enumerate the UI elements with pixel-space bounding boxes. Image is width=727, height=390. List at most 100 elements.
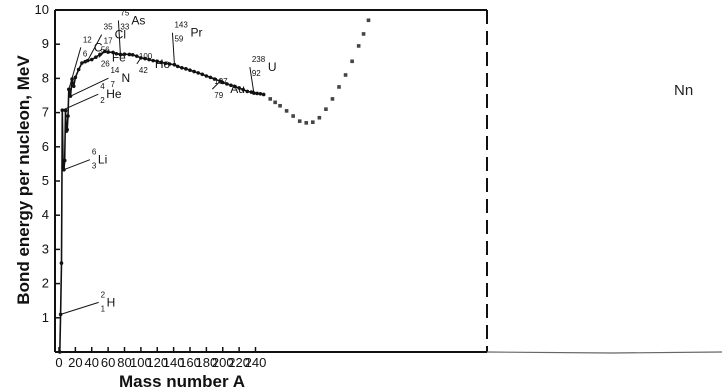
data-point	[175, 64, 180, 69]
baseline-extension	[486, 351, 613, 354]
extension-point	[330, 97, 335, 101]
x-tick-label: 180	[196, 355, 218, 370]
x-tick-label: 80	[117, 355, 131, 370]
isotope-mass-fe: 56	[101, 45, 110, 54]
data-point	[147, 57, 151, 62]
annotation-leader	[68, 47, 82, 90]
extension-point	[284, 109, 289, 113]
y-tick-label: 9	[42, 36, 49, 51]
isotope-symbol-he: He	[106, 87, 122, 101]
y-axis-ticks: 1 2 3 4 5 6 7 8 9 10	[35, 2, 60, 325]
annotation-leader	[117, 20, 121, 55]
extension-point	[278, 103, 282, 108]
isotope-symbol-cl: Cl	[115, 28, 126, 42]
data-point	[180, 65, 184, 70]
extension-point	[311, 120, 315, 124]
isotope-z-au: 79	[214, 91, 223, 100]
data-point	[245, 89, 250, 94]
data-point	[58, 350, 62, 354]
y-tick-label: 8	[42, 70, 49, 85]
y-tick-label: 10	[35, 2, 49, 17]
isotope-mass-u: 238	[252, 55, 266, 64]
isotope-mass-he: 4	[100, 82, 105, 91]
x-tick-label: 20	[68, 355, 82, 370]
extension-layer	[268, 18, 371, 125]
data-point	[159, 60, 164, 65]
series-layer	[58, 49, 266, 354]
extension-point	[350, 59, 354, 64]
data-point	[196, 71, 200, 75]
extension-point	[361, 32, 366, 36]
isotope-z-n: 7	[110, 80, 115, 89]
isotope-z-cl: 17	[104, 37, 113, 46]
isotope-mass-c: 12	[83, 35, 92, 44]
x-tick-label: 120	[146, 355, 168, 370]
data-point	[73, 75, 78, 80]
data-point	[62, 158, 67, 163]
data-point	[151, 58, 155, 63]
isotope-mass-cl: 35	[104, 23, 113, 32]
annotation-leader	[211, 80, 221, 90]
data-point	[208, 75, 213, 80]
annotation-leader	[249, 67, 255, 94]
isotope-mass-as: 75	[120, 8, 129, 17]
x-tick-label: 100	[130, 355, 152, 370]
isotope-z-c: 6	[83, 49, 88, 58]
data-point	[111, 50, 115, 55]
data-point	[106, 50, 110, 54]
annotation-leader	[70, 77, 109, 97]
data-point	[114, 51, 119, 56]
x-tick-label: 40	[85, 355, 99, 370]
extension-point	[343, 73, 348, 77]
x-tick-label: 140	[163, 355, 185, 370]
data-point	[143, 56, 147, 61]
extension-point	[324, 107, 328, 111]
annotation-leader	[87, 34, 103, 61]
isotope-symbol-n: N	[121, 71, 130, 85]
x-tick-label: 200	[212, 355, 234, 370]
extension-point	[273, 100, 277, 105]
annotation-leader	[136, 57, 142, 65]
extension-point	[268, 97, 273, 101]
extension-point	[317, 115, 322, 120]
baseline-extension-2	[611, 351, 723, 354]
series-line	[59, 50, 264, 353]
y-axis-title: Bond energy per nucleon, MeV	[14, 55, 33, 305]
data-point	[127, 52, 132, 57]
data-point	[233, 84, 237, 89]
data-point	[130, 53, 135, 57]
data-point	[89, 57, 94, 62]
isotope-symbol-h: H	[107, 295, 116, 309]
isotope-mass-h: 2	[101, 290, 106, 299]
x-tick-label: 160	[179, 355, 201, 370]
data-point	[80, 61, 84, 65]
data-point	[134, 54, 139, 58]
data-point	[258, 91, 263, 96]
data-point	[163, 61, 168, 66]
isotope-mass-n: 14	[110, 66, 119, 75]
isotope-symbol-fe: Fe	[112, 50, 126, 64]
annotation-leader	[62, 93, 99, 111]
plot-frame	[54, 9, 723, 354]
extension-label: Nn	[674, 82, 693, 99]
isotope-symbol-u: U	[268, 60, 277, 74]
annotation-leader	[60, 301, 99, 315]
data-point	[225, 82, 229, 86]
x-tick-label: 220	[228, 355, 250, 370]
data-point	[241, 87, 246, 92]
data-point	[94, 55, 98, 59]
data-point	[212, 77, 217, 81]
isotope-z-as: 33	[120, 22, 129, 31]
y-tick-label: 2	[42, 276, 49, 291]
data-point	[188, 68, 192, 72]
y-tick-label: 4	[42, 207, 49, 222]
data-point	[68, 94, 73, 98]
y-tick-label: 6	[42, 139, 49, 154]
data-point	[261, 92, 266, 97]
data-point	[200, 72, 205, 77]
y-tick-label: 5	[42, 173, 49, 188]
data-point	[71, 84, 76, 89]
isotope-mass-au: 197	[214, 77, 228, 86]
extension-point	[356, 44, 361, 48]
isotope-z-h: 1	[101, 304, 106, 313]
